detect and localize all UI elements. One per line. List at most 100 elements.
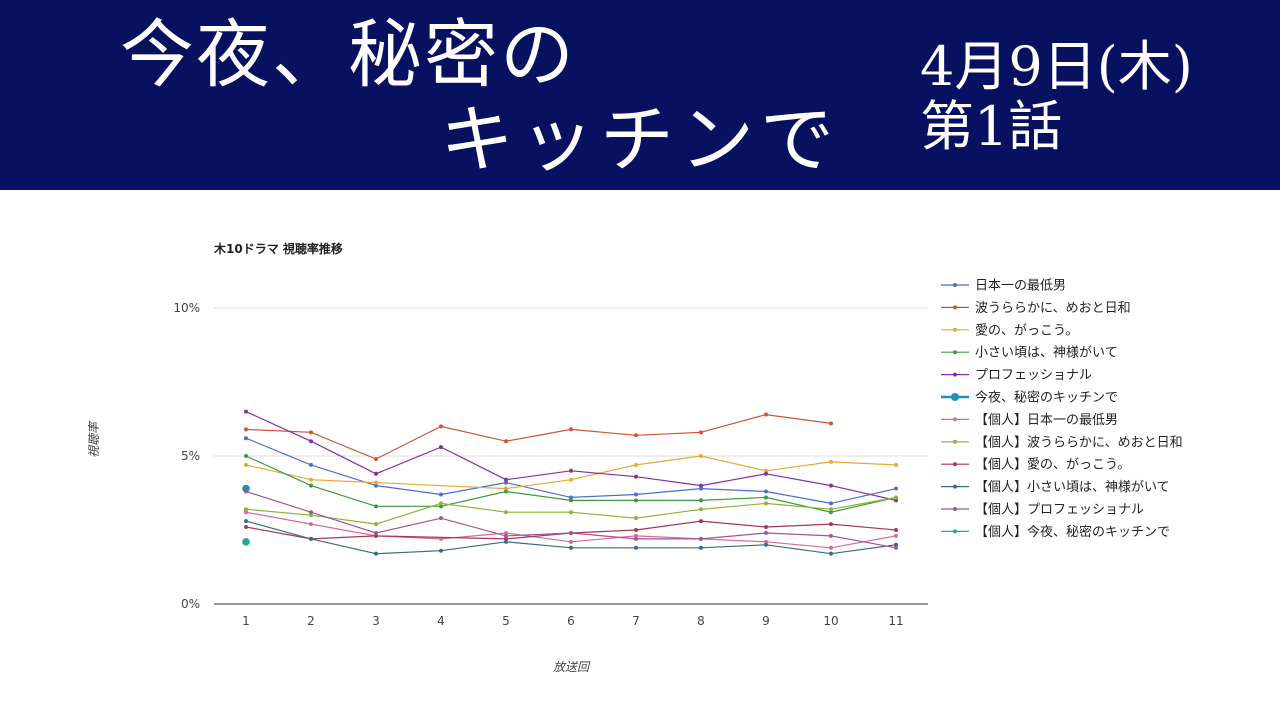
legend-marker <box>953 305 957 310</box>
legend-marker <box>953 507 957 511</box>
data-point <box>829 483 833 488</box>
data-point <box>894 533 898 538</box>
data-point <box>244 507 248 512</box>
data-point <box>244 525 248 530</box>
data-point <box>309 430 313 435</box>
data-point <box>309 510 313 515</box>
data-point <box>504 480 508 485</box>
data-point <box>634 533 638 538</box>
episode-number: 第1話 <box>920 95 1063 158</box>
data-point <box>634 474 638 479</box>
data-point <box>699 507 703 512</box>
legend-label: 【個人】愛の、がっこう。 <box>975 458 1130 473</box>
legend-label: 【個人】波うららかに、めおと日和 <box>975 435 1183 450</box>
data-point <box>829 551 833 556</box>
data-point <box>309 477 313 482</box>
data-point <box>374 551 378 556</box>
data-point <box>764 412 768 417</box>
data-point <box>634 462 638 467</box>
data-point <box>634 498 638 503</box>
x-axis-label: 放送回 <box>553 660 591 674</box>
legend-marker <box>953 283 957 287</box>
data-point <box>764 468 768 473</box>
data-point <box>439 445 443 450</box>
data-point <box>764 495 768 500</box>
data-point <box>309 536 313 541</box>
legend-marker <box>953 484 957 489</box>
data-point <box>439 504 443 509</box>
drama-title-line1: 今夜、秘密の <box>120 12 576 98</box>
data-point <box>764 539 768 544</box>
data-point <box>504 510 508 515</box>
data-point <box>699 545 703 550</box>
data-point <box>242 538 250 546</box>
legend-label: 波うららかに、めおと日和 <box>975 301 1131 316</box>
data-point <box>244 462 248 467</box>
data-point <box>244 489 248 494</box>
data-point <box>504 530 508 535</box>
legend-marker <box>953 372 957 377</box>
data-point <box>699 430 703 435</box>
data-point <box>374 522 378 527</box>
y-tick-label: 5% <box>181 449 200 463</box>
data-point <box>309 462 313 467</box>
data-point <box>569 468 573 473</box>
legend-label: 愛の、がっこう。 <box>975 323 1078 338</box>
data-point <box>764 501 768 506</box>
x-tick-label: 1 <box>242 614 250 628</box>
data-point <box>699 498 703 503</box>
data-point <box>829 507 833 512</box>
data-point <box>309 439 313 444</box>
data-point <box>894 542 898 547</box>
legend-label: 【個人】日本一の最低男 <box>975 413 1118 428</box>
data-point <box>894 495 898 500</box>
legend-label: 日本一の最低男 <box>975 279 1066 294</box>
data-point <box>504 486 508 491</box>
data-point <box>504 477 508 482</box>
x-tick-label: 5 <box>502 614 510 628</box>
y-tick-label: 10% <box>173 301 200 315</box>
legend-marker <box>953 417 957 422</box>
data-point <box>244 519 248 524</box>
data-point <box>374 533 378 538</box>
data-point <box>634 528 638 532</box>
data-point <box>829 510 833 515</box>
legend-label: 【個人】今夜、秘密のキッチンで <box>975 524 1170 540</box>
data-point <box>244 436 248 441</box>
data-point <box>309 513 313 518</box>
data-point <box>894 545 898 550</box>
series-line <box>245 455 897 490</box>
data-point <box>504 439 508 444</box>
legend-label: 今夜、秘密のキッチンで <box>975 390 1118 406</box>
data-point <box>569 539 573 544</box>
data-point <box>504 536 508 541</box>
data-point <box>504 533 508 538</box>
data-point <box>829 522 833 527</box>
data-point <box>634 545 638 550</box>
x-tick-label: 6 <box>567 614 575 628</box>
data-point <box>504 489 508 494</box>
data-point <box>764 542 768 547</box>
data-point <box>439 424 443 429</box>
data-point <box>439 548 443 553</box>
data-point <box>569 427 573 432</box>
data-point <box>634 433 638 438</box>
legend-marker <box>951 393 959 401</box>
data-point <box>634 516 638 521</box>
data-point <box>569 498 573 503</box>
y-axis-label: 視聴率 <box>87 420 101 458</box>
data-point <box>569 510 573 515</box>
data-point <box>764 489 768 494</box>
data-point <box>569 545 573 550</box>
data-point <box>764 525 768 530</box>
title-banner: 今夜、秘密の キッチンで 4月9日(木) 第1話 <box>0 0 1280 190</box>
data-point <box>634 536 638 541</box>
x-tick-label: 4 <box>437 614 445 628</box>
data-point <box>764 471 768 476</box>
data-point <box>439 501 443 506</box>
legend-label: 【個人】小さい頃は、神様がいて <box>975 480 1170 495</box>
data-point <box>504 539 508 544</box>
data-point <box>894 528 898 532</box>
data-point <box>374 483 378 488</box>
